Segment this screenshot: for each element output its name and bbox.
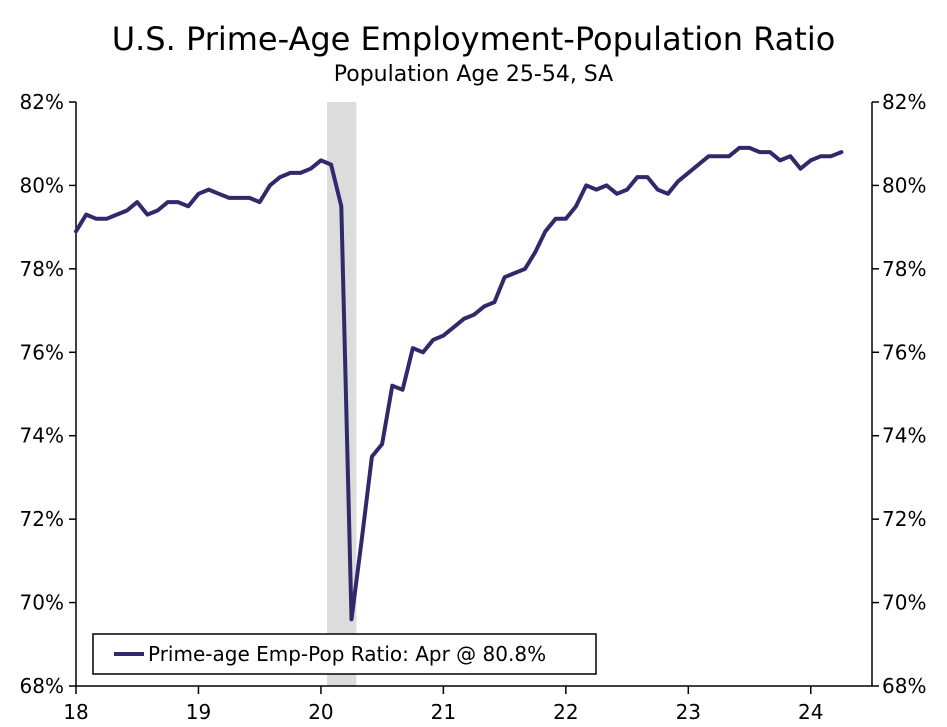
y-tick-label-right: 78% bbox=[882, 257, 926, 281]
x-tick-label: 20 bbox=[308, 700, 333, 724]
y-tick-label-left: 70% bbox=[20, 591, 64, 615]
y-tick-label-left: 82% bbox=[20, 90, 64, 114]
axes-layer: 68% 68% 70% 70% 72% 72% 74% 74% 76% 76% 78% 78% 80% 8… bbox=[20, 90, 927, 724]
y-tick-label-left: 74% bbox=[20, 424, 64, 448]
y-tick-label-right: 70% bbox=[882, 591, 926, 615]
y-tick-label-right: 68% bbox=[882, 674, 926, 698]
x-tick-label: 18 bbox=[63, 700, 88, 724]
x-tick-label: 22 bbox=[553, 700, 578, 724]
x-tick-label: 21 bbox=[431, 700, 456, 724]
x-tick-label: 19 bbox=[186, 700, 211, 724]
y-tick-label-left: 80% bbox=[20, 173, 64, 197]
y-tick-label-left: 72% bbox=[20, 507, 64, 531]
y-tick-label-left: 76% bbox=[20, 340, 64, 364]
legend: Prime-age Emp-Pop Ratio: Apr @ 80.8% bbox=[92, 633, 597, 675]
y-tick-label-right: 82% bbox=[882, 90, 926, 114]
x-tick-label: 24 bbox=[798, 700, 823, 724]
legend-label: Prime-age Emp-Pop Ratio: Apr @ 80.8% bbox=[148, 642, 546, 666]
y-tick-label-right: 76% bbox=[882, 340, 926, 364]
chart-title: U.S. Prime-Age Employment-Population Rat… bbox=[111, 20, 836, 58]
y-tick-label-right: 72% bbox=[882, 507, 926, 531]
legend-box bbox=[92, 633, 597, 675]
y-tick-label-left: 68% bbox=[20, 674, 64, 698]
series-line-prime-age-emp-pop bbox=[74, 145, 844, 622]
y-tick-label-right: 74% bbox=[882, 424, 926, 448]
series-layer bbox=[74, 145, 844, 622]
chart-subtitle: Population Age 25-54, SA bbox=[333, 62, 614, 87]
y-tick-label-right: 80% bbox=[882, 173, 926, 197]
y-tick-label-left: 78% bbox=[20, 257, 64, 281]
x-tick-label: 23 bbox=[676, 700, 701, 724]
